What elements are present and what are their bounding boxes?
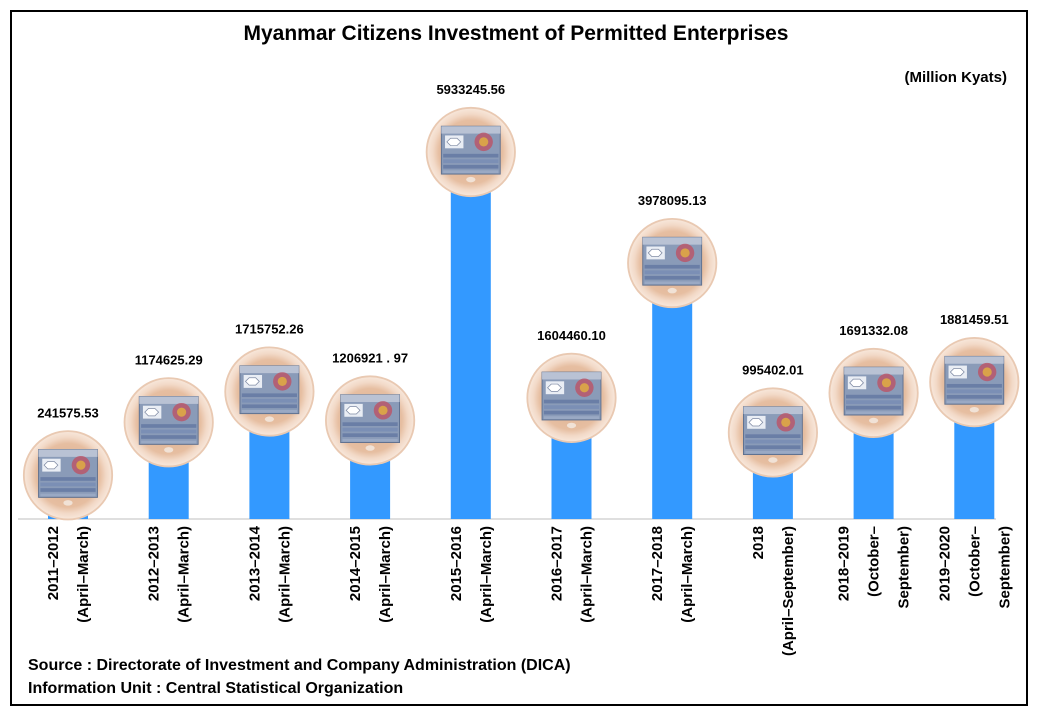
category-label-5-0: 2016–2017: [549, 526, 566, 601]
banknote-medallion-icon: [425, 106, 516, 198]
value-label-1: 1174625.29: [135, 352, 203, 367]
chart-title: Myanmar Citizens Investment of Permitted…: [244, 22, 789, 45]
category-label-7-0: 2018: [750, 526, 767, 559]
value-label-4: 5933245.56: [436, 82, 505, 97]
category-label-8-2: September): [896, 526, 913, 609]
bar-4: [450, 182, 491, 519]
category-label-1-0: 2012–2013: [146, 526, 163, 601]
category-label-6-1: (April–March): [679, 526, 696, 623]
category-label-1-1: (April–March): [176, 526, 193, 623]
bar-9: [954, 412, 995, 519]
banknote-medallion-icon: [224, 346, 315, 437]
banknote-medallion-icon: [526, 352, 617, 443]
info-note: Information Unit : Central Statistical O…: [28, 680, 404, 697]
unit-label: (Million Kyats): [904, 69, 1007, 86]
category-label-3-1: (April–March): [377, 526, 394, 623]
bar-5: [551, 427, 592, 519]
category-label-7-1: (April–September): [780, 526, 797, 656]
value-label-0: 241575.53: [37, 405, 98, 420]
value-label-7: 995402.01: [742, 362, 803, 377]
category-label-3-0: 2014–2015: [347, 526, 364, 601]
category-label-9-1: (October–: [966, 526, 983, 597]
banknote-medallion-icon: [123, 377, 214, 468]
bars-layer: [48, 182, 995, 519]
chart-frame: Myanmar Citizens Investment of Permitted…: [10, 10, 1028, 706]
source-note: Source : Directorate of Investment and C…: [28, 657, 571, 674]
banknote-medallion-icon: [727, 387, 818, 478]
banknote-medallion-icon: [22, 430, 114, 521]
bar-6: [652, 293, 693, 519]
category-label-4-1: (April–March): [478, 526, 495, 623]
banknote-medallion-icon: [325, 375, 416, 466]
value-label-3: 1206921 . 97: [332, 350, 408, 365]
category-label-2-1: (April–March): [276, 526, 293, 623]
category-label-0-1: (April–March): [75, 526, 92, 623]
value-label-9: 1881459.51: [940, 312, 1009, 327]
value-label-5: 1604460.10: [537, 328, 606, 343]
banknote-medallion-icon: [627, 217, 718, 309]
chart-canvas: Myanmar Citizens Investment of Permitted…: [18, 22, 1020, 656]
value-label-6: 3978095.13: [638, 193, 707, 208]
category-label-4-0: 2015–2016: [448, 526, 465, 601]
bar-8: [853, 422, 894, 519]
category-label-2-0: 2013–2014: [246, 525, 263, 601]
value-label-2: 1715752.26: [235, 322, 304, 337]
category-label-9-0: 2019–2020: [936, 526, 953, 601]
category-label-0-0: 2011–2012: [45, 526, 62, 600]
banknote-medallion-icon: [929, 337, 1020, 428]
bar-2: [249, 421, 290, 519]
value-labels-layer: 241575.53 1174625.29 1715752.26 1206921 . 9…: [37, 82, 1008, 420]
category-label-5-1: (April–March): [579, 526, 596, 623]
category-labels-layer: 2011–2012 (April–March) 2012–2013 (April–Ma…: [45, 525, 1013, 656]
value-label-8: 1691332.08: [839, 323, 908, 338]
category-label-8-1: (October–: [866, 526, 883, 597]
category-label-8-0: 2018–2019: [836, 526, 853, 601]
category-label-9-2: September): [996, 526, 1013, 609]
category-label-6-0: 2017–2018: [649, 526, 666, 601]
banknote-medallion-icon: [828, 347, 919, 439]
